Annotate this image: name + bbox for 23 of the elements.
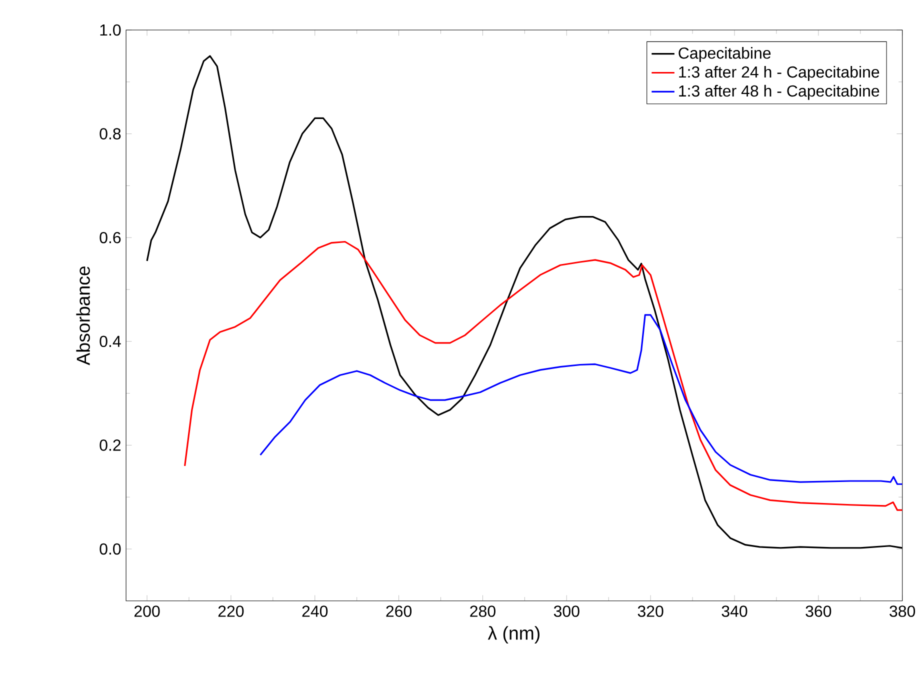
y-tick-label: 0.4 xyxy=(100,336,121,347)
y-tick-label: 1.0 xyxy=(100,24,121,36)
x-tick-label: 200 xyxy=(134,605,160,617)
line-series xyxy=(184,240,902,511)
x-tick-label: 360 xyxy=(806,605,832,617)
x-tick-label: 220 xyxy=(218,605,244,617)
x-tick-label: 240 xyxy=(302,605,328,617)
x-tick-label: 340 xyxy=(722,605,748,617)
x-axis-title: λ (nm) xyxy=(488,626,540,644)
x-tick-label: 260 xyxy=(386,605,412,617)
y-axis-title: Absorbance xyxy=(76,266,90,366)
y-tick-label: 0.6 xyxy=(100,232,121,244)
x-tick-label: 320 xyxy=(638,605,664,617)
x-tick-label: 280 xyxy=(470,605,496,617)
legend-label: Capecitabine xyxy=(678,46,771,62)
x-tick-label: 300 xyxy=(554,605,580,617)
y-tick-label: 0.8 xyxy=(100,128,121,140)
x-tick-label: 380 xyxy=(890,605,916,617)
legend-label: 1:3 after 24 h - Capecitabine xyxy=(679,66,880,81)
y-tick-label: 0.0 xyxy=(100,543,121,555)
line-series xyxy=(260,314,902,485)
y-tick-label: 0.2 xyxy=(100,439,121,451)
legend-label: 1:3 after 48 h - Capecitabine xyxy=(679,84,880,100)
